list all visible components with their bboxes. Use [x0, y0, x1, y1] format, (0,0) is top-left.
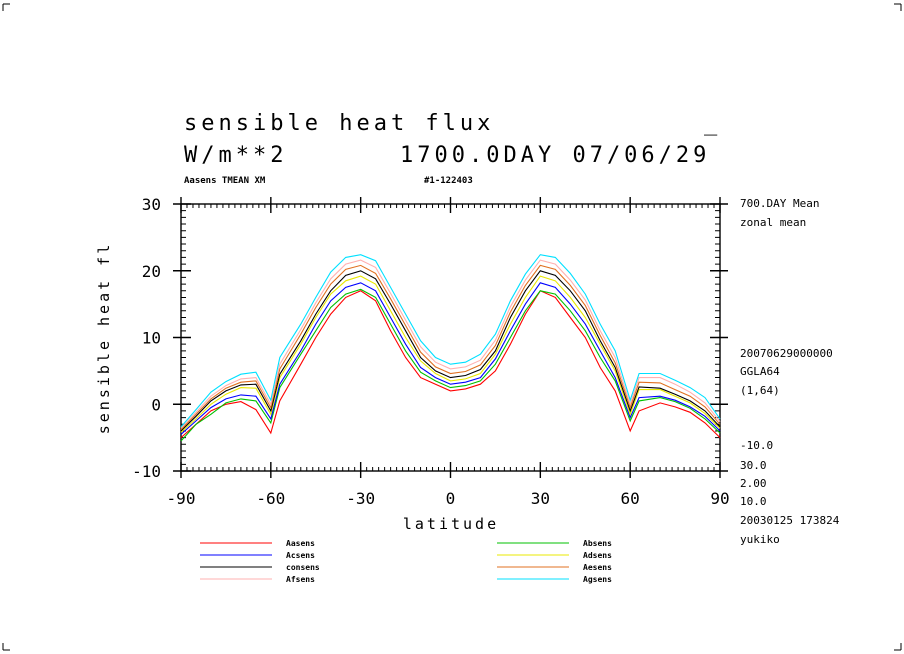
user-name: yukiko — [740, 533, 780, 546]
legend: Aasens Acsens consens Afsens Absens Adsens Aes… — [200, 539, 612, 584]
x-tick-label: 60 — [621, 489, 640, 508]
minor-tick-marks — [180, 203, 721, 472]
mean-label: 700.DAY Mean — [740, 197, 819, 210]
crop-marks — [2, 3, 902, 651]
legend-label-acsens: Acsens — [286, 551, 315, 560]
y-axis-label: sensible heat fl — [95, 242, 113, 435]
x-tick-label: 0 — [446, 489, 456, 508]
date-code: 20070629000000 — [740, 347, 833, 360]
series-line-adsens — [180, 275, 721, 433]
x-axis-label: latitude — [403, 515, 499, 533]
plot-frame — [180, 203, 721, 472]
x-tick-label: -30 — [346, 489, 375, 508]
y-tick-label: 30 — [142, 195, 161, 214]
units-label: W/m**2 — [184, 143, 287, 168]
legend-label-aasens: Aasens — [286, 539, 315, 548]
range-line-3: 2.00 — [740, 477, 767, 490]
legend-label-agsens: Agsens — [583, 575, 612, 584]
zonal-label: zonal mean — [740, 216, 806, 229]
run-label: Aasens TMEAN XM — [184, 176, 266, 186]
series-line-absens — [180, 288, 721, 442]
chart-title: sensible heat flux — [184, 111, 494, 136]
minor-ticks — [180, 203, 721, 472]
series-line-agsens — [180, 254, 721, 428]
legend-label-adsens: Adsens — [583, 551, 612, 560]
series-line-aesens — [180, 264, 721, 430]
y-tick-label: -10 — [132, 462, 161, 481]
title-cursor: _ — [704, 111, 721, 136]
x-tick-label: -90 — [167, 489, 196, 508]
x-tick-label: 30 — [531, 489, 550, 508]
grid-name: GGLA64 — [740, 365, 780, 378]
legend-label-afsens: Afsens — [286, 575, 315, 584]
y-tick-label: 20 — [142, 262, 161, 281]
series-line-acsens — [180, 282, 721, 435]
legend-label-aesens: Aesens — [583, 563, 612, 572]
time-label: 1700.0DAY 07/06/29 — [400, 143, 710, 168]
legend-label-consens: consens — [286, 563, 320, 572]
tick-labels: -90 -60 -30 0 30 60 90 -10 0 10 20 30 — [132, 195, 730, 508]
series-line-afsens — [180, 259, 721, 429]
legend-label-absens: Absens — [583, 539, 612, 548]
grid-index: (1,64) — [740, 384, 780, 397]
major-ticks — [173, 197, 728, 478]
date-stamp: 20030125 173824 — [740, 514, 840, 527]
range-line-4: 10.0 — [740, 495, 767, 508]
y-tick-label: 0 — [151, 395, 161, 414]
series-lines — [180, 254, 721, 442]
series-line-aasens — [180, 290, 721, 439]
x-tick-label: -60 — [256, 489, 285, 508]
range-line-2: 30.0 — [740, 459, 767, 472]
run-id: #1-122403 — [424, 176, 473, 186]
range-line-1: -10.0 — [740, 439, 773, 452]
y-tick-label: 10 — [142, 329, 161, 348]
x-tick-label: 90 — [710, 489, 729, 508]
series-line-consens — [180, 270, 721, 432]
